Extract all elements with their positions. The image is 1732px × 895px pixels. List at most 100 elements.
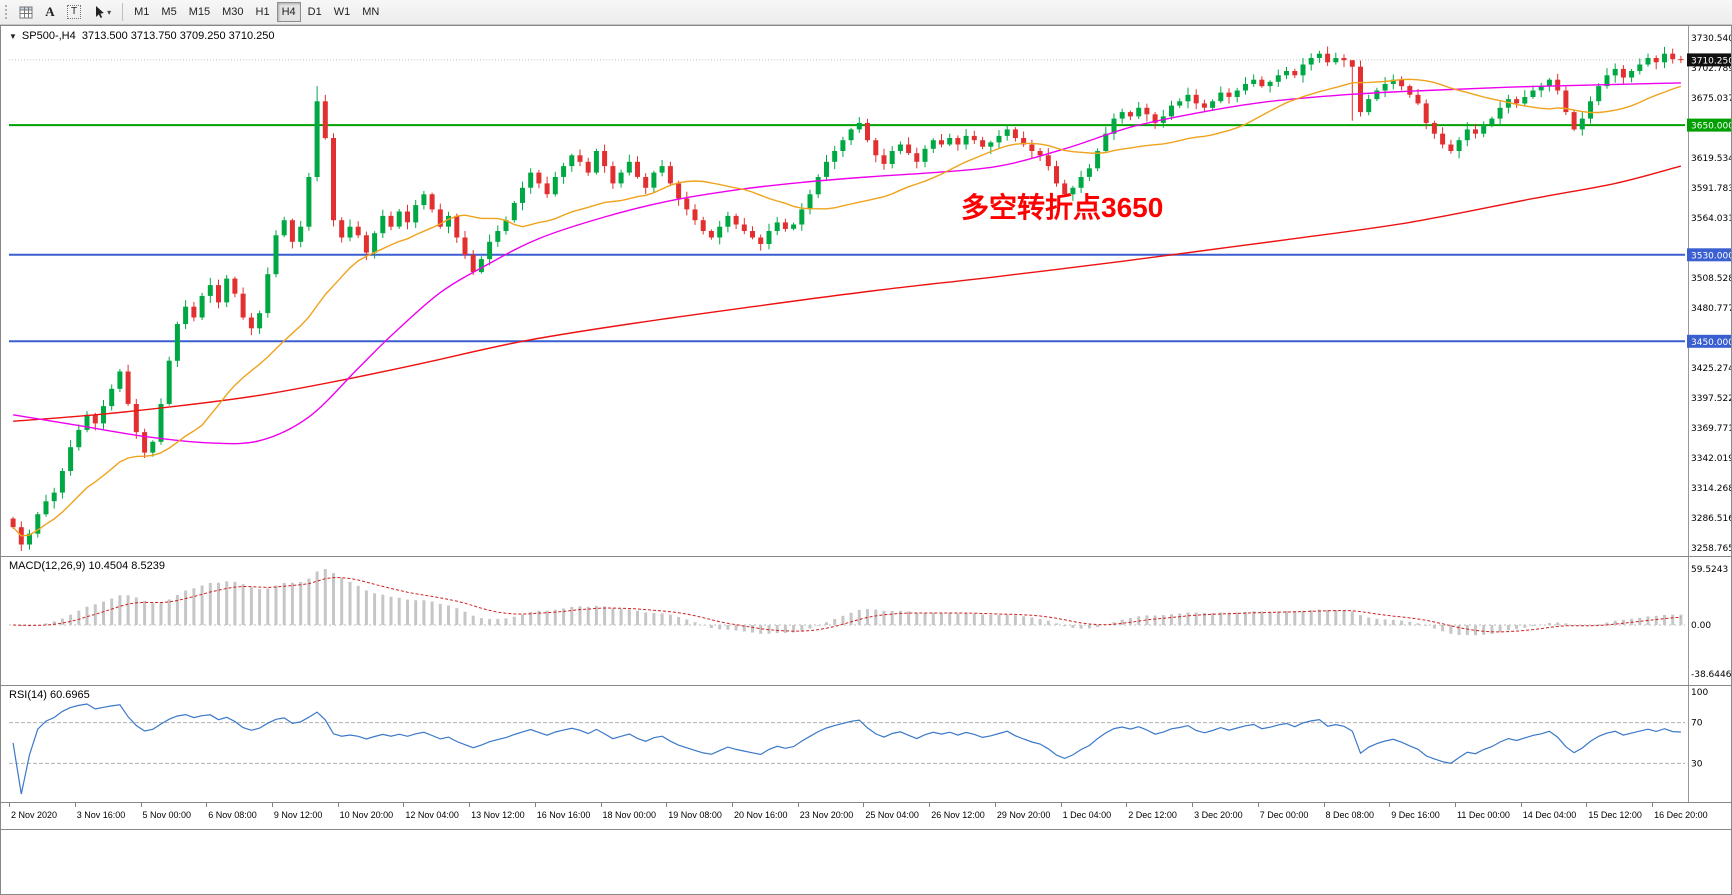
candle-body [1497, 107, 1503, 119]
candle-body [446, 215, 451, 227]
time-axis-label: 23 Nov 20:00 [799, 810, 854, 820]
macd-label: MACD(12,26,9) 10.4504 8.5239 [9, 560, 165, 572]
candle-body [1341, 58, 1347, 61]
time-tick [666, 803, 668, 807]
candle-body [1456, 140, 1462, 151]
price-tick-label: 3397.522 [1691, 394, 1731, 404]
rsi-axis-label: 70 [1691, 719, 1703, 729]
candle-body [1448, 144, 1454, 151]
price-tick-label: 3314.268 [1691, 484, 1731, 494]
shapes-tool-button[interactable]: ▾ [88, 2, 116, 22]
time-axis-label: 8 Dec 08:00 [1325, 810, 1375, 820]
candle-body [1316, 53, 1322, 58]
candle-body [1629, 71, 1635, 78]
candle-body [815, 177, 821, 195]
timeframe-group: M1 M5 M15 M30 H1 H4 D1 W1 MN [128, 2, 385, 22]
time-tick [1389, 803, 1391, 807]
candle-body [1119, 112, 1125, 119]
ma-medium-line [12, 82, 1681, 445]
timeframe-button-d1[interactable]: D1 [303, 2, 327, 22]
chart-title-text: SP500-,H4 3713.500 3713.750 3709.250 371… [21, 30, 275, 42]
grid-icon [19, 6, 33, 18]
time-axis-label: 11 Dec 00:00 [1457, 810, 1510, 820]
timeframe-button-h1[interactable]: H1 [251, 2, 275, 22]
price-tick-label: 3564.031 [1691, 214, 1731, 224]
price-level-label[interactable]: 3530.000 [1687, 248, 1731, 262]
candle-body [101, 406, 106, 424]
candle-body [569, 155, 575, 167]
candle-body [273, 235, 279, 275]
toolbar-grip[interactable] [4, 4, 9, 20]
time-tick [994, 803, 996, 807]
price-level-label[interactable]: 3450.000 [1687, 334, 1731, 348]
candle-body [1177, 101, 1183, 106]
candle-body [1612, 68, 1618, 76]
price-tick-label: 3480.777 [1691, 304, 1731, 314]
candle-body [1571, 112, 1577, 130]
candle-body [947, 138, 953, 145]
timeframe-button-w1[interactable]: W1 [329, 2, 356, 22]
annotation-text[interactable]: 多空转折点3650 [961, 192, 1164, 223]
price-tick-label: 3342.019 [1691, 454, 1731, 464]
macd-canvas[interactable]: 59.5243 0.00 -38.6446 [1, 557, 1731, 685]
time-axis-label: 14 Dec 04:00 [1522, 810, 1577, 820]
time-axis-label: 2 Dec 12:00 [1128, 810, 1177, 820]
candle-body [667, 166, 673, 184]
candle-body [552, 177, 558, 195]
candlestick-series [10, 46, 1684, 551]
candle-body [322, 101, 328, 139]
time-axis-label: 9 Dec 16:00 [1391, 810, 1440, 820]
candle-body [1095, 151, 1101, 169]
timeframe-button-h4[interactable]: H4 [276, 2, 301, 22]
chart-grid-button[interactable] [14, 2, 38, 22]
candle-body [1226, 92, 1232, 97]
candle-body [700, 220, 706, 231]
candle-body [109, 388, 115, 407]
main-chart-canvas[interactable]: 3730.540 3702.789 3675.037 3619.534 3591.783… [1, 26, 1731, 556]
candle-body [191, 306, 197, 318]
timeframe-button-m15[interactable]: M15 [184, 2, 215, 22]
candle-body [1464, 129, 1470, 141]
time-axis[interactable]: 2 Nov 2020 3 Nov 16:00 5 Nov 00:00 6 Nov 08… [1, 803, 1731, 830]
timeframe-button-m5[interactable]: M5 [156, 2, 181, 22]
timeframe-button-mn[interactable]: MN [357, 2, 384, 22]
candle-body [922, 148, 928, 162]
candle-body [1127, 112, 1133, 117]
candle-body [1136, 107, 1142, 117]
macd-axis-label: 59.5243 [1691, 565, 1728, 575]
candle-body [511, 202, 517, 221]
rsi-canvas[interactable]: 100 70 30 [1, 686, 1731, 802]
price-level-label[interactable]: 3710.250 [1687, 53, 1731, 67]
candle-body [1588, 101, 1593, 119]
candle-body [1620, 68, 1626, 78]
one-click-trading-arrow-icon[interactable]: ▼ [9, 31, 17, 41]
text-annotation-button[interactable]: A [40, 2, 60, 22]
candle-body [216, 285, 221, 303]
candle-body [1563, 90, 1569, 113]
candle-body [750, 231, 755, 238]
time-tick [1126, 803, 1128, 807]
price-tick-label: 3675.037 [1691, 94, 1731, 104]
candle-body [454, 215, 460, 238]
timeframe-button-m1[interactable]: M1 [129, 2, 154, 22]
time-tick [74, 803, 76, 807]
svg-text:3530.000: 3530.000 [1691, 251, 1731, 261]
text-label-button[interactable]: T [62, 2, 86, 22]
candle-body [602, 151, 608, 167]
price-level-label[interactable]: 3650.000 [1687, 118, 1731, 132]
candle-body [1415, 94, 1421, 104]
candle-body [224, 278, 230, 303]
candle-body [27, 533, 32, 545]
candle-body [544, 183, 550, 195]
candle-body [963, 135, 969, 145]
time-tick [337, 803, 339, 807]
candle-body [1292, 71, 1298, 76]
candle-body [1078, 177, 1084, 188]
candle-body [331, 138, 336, 221]
timeframe-button-m30[interactable]: M30 [217, 2, 248, 22]
candle-body [421, 194, 427, 206]
time-axis-label: 16 Nov 16:00 [536, 810, 591, 820]
candle-body [298, 226, 304, 242]
candle-body [1218, 92, 1224, 102]
candle-body [930, 140, 936, 149]
